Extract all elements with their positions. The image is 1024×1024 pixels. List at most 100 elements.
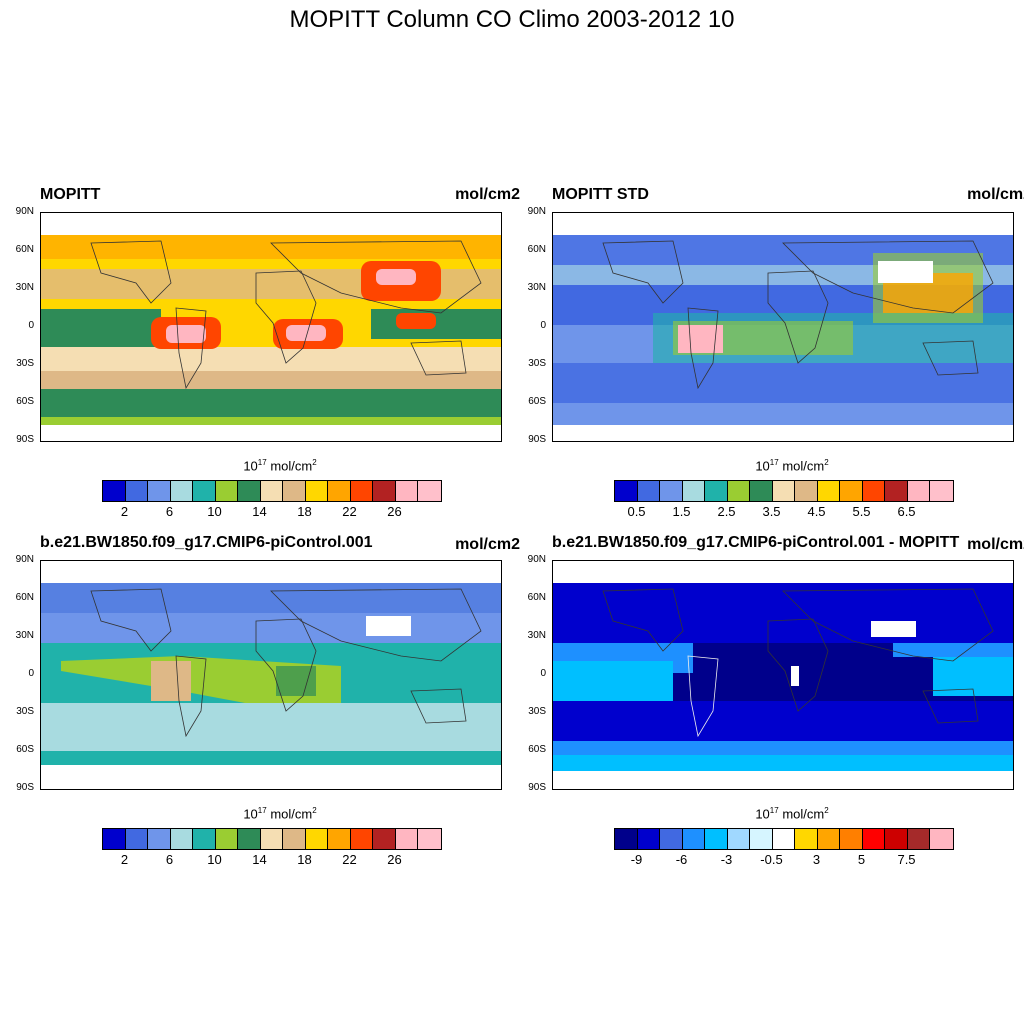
colorbar-tick-label: 5 [857,852,866,867]
colorbar-tick-label: 1.5 [672,504,691,519]
lat-label: 0 [540,668,546,679]
colorbar-swatch [637,829,660,849]
colorbar-swatch [750,481,773,501]
colorbar-swatch [817,829,840,849]
colorbar-labels: 2 6 10 14 18 22 26 [102,852,440,868]
colorbar-labels: 0.5 1.5 2.5 3.5 4.5 5.5 6.5 [614,504,952,520]
panel-units-title: mol/cm2 [455,536,520,553]
colorbar-swatch [193,481,216,501]
colorbar-swatch [885,829,908,849]
colorbar-units: 1017 mol/cm2 [243,806,317,822]
colorbar-swatch [350,481,373,501]
colorbar-tick-label: -9 [630,852,643,867]
colorbar-swatch [373,481,396,501]
colorbar [614,480,954,502]
colorbar-swatch [615,829,638,849]
lat-label: 30N [15,282,34,293]
colorbar-tick-label: 0.5 [627,504,646,519]
colorbar-swatch [328,829,351,849]
lat-label: 60N [527,244,546,255]
colorbar [102,480,442,502]
colorbar-swatch [772,481,795,501]
colorbar-swatch [148,829,171,849]
lat-label: 30S [528,358,546,369]
colorbar-units: 1017 mol/cm2 [755,806,829,822]
lat-label: 30S [16,706,34,717]
colorbar-swatch [727,481,750,501]
colorbar-swatch [125,829,148,849]
colorbar-tick-label: 2 [120,852,129,867]
colorbar-swatch [373,829,396,849]
colorbar-swatch [260,481,283,501]
colorbar-swatch [418,481,441,501]
lat-label: 90S [528,782,546,793]
panel-title: MOPITT [40,186,101,203]
lat-label: 30N [15,630,34,641]
panel-units-title: mol/cm2 [455,186,520,203]
colorbar-swatch [907,481,930,501]
colorbar-swatch [103,829,126,849]
colorbar-swatch [727,829,750,849]
colorbar-swatch [193,829,216,849]
lat-label: 60S [528,744,546,755]
colorbar-swatch [125,481,148,501]
colorbar-tick-label: 6 [165,504,174,519]
colorbar-swatch [215,481,238,501]
colorbar-swatch [705,481,728,501]
colorbar-tick-label: -0.5 [760,852,783,867]
colorbar-tick-label: 2.5 [717,504,736,519]
lat-label: 0 [28,320,34,331]
lat-label: 60N [15,244,34,255]
panel-units-title: mol/cm2 [967,536,1024,553]
colorbar-units: 1017 mol/cm2 [755,458,829,474]
colorbar-tick-label: 26 [387,504,402,519]
colorbar-tick-label: 2 [120,504,129,519]
colorbar-swatch [103,481,126,501]
panel-title: b.e21.BW1850.f09_g17.CMIP6-piControl.001… [552,534,960,551]
map-model-minus-mopitt [552,560,1014,790]
colorbar-tick-label: 22 [342,852,357,867]
colorbar-swatch [705,829,728,849]
colorbar-tick-label: 4.5 [807,504,826,519]
colorbar-swatch [817,481,840,501]
colorbar-swatch [615,481,638,501]
lat-label: 60N [527,592,546,603]
colorbar-tick-label: 18 [297,504,312,519]
colorbar-tick-label: 6 [165,852,174,867]
colorbar-swatch [682,829,705,849]
lat-label: 90S [528,434,546,445]
lat-label: 60S [16,744,34,755]
colorbar [614,828,954,850]
colorbar-tick-label: 3.5 [762,504,781,519]
colorbar-swatch [795,829,818,849]
colorbar-tick-label: 3 [812,852,821,867]
colorbar-tick-label: 7.5 [897,852,916,867]
lat-label: 90S [16,434,34,445]
map-mopitt-std [552,212,1014,442]
colorbar-tick-label: 22 [342,504,357,519]
colorbar-swatch [238,481,261,501]
colorbar-swatch [305,481,328,501]
colorbar-swatch [750,829,773,849]
lat-label: 30N [527,282,546,293]
lat-label: 30S [16,358,34,369]
map-model [40,560,502,790]
colorbar-swatch [660,829,683,849]
colorbar-swatch [350,829,373,849]
colorbar-tick-label: -3 [720,852,733,867]
colorbar-labels: -9 -6 -3 -0.5 3 5 7.5 [614,852,952,868]
lat-label: 90N [527,206,546,217]
lat-label: 0 [540,320,546,331]
lat-label: 90N [15,206,34,217]
lat-label: 90N [15,554,34,565]
colorbar-tick-label: 14 [252,852,267,867]
panel-model-minus-mopitt: b.e21.BW1850.f09_g17.CMIP6-piControl.001… [528,534,1024,867]
colorbar-swatch [395,481,418,501]
colorbar-swatch [862,481,885,501]
colorbar-tick-label: 5.5 [852,504,871,519]
colorbar-swatch [418,829,441,849]
panel-mopitt: MOPITT mol/cm2 9 [16,186,520,519]
lat-label: 30S [528,706,546,717]
colorbar-swatch [907,829,930,849]
colorbar-swatch [328,481,351,501]
